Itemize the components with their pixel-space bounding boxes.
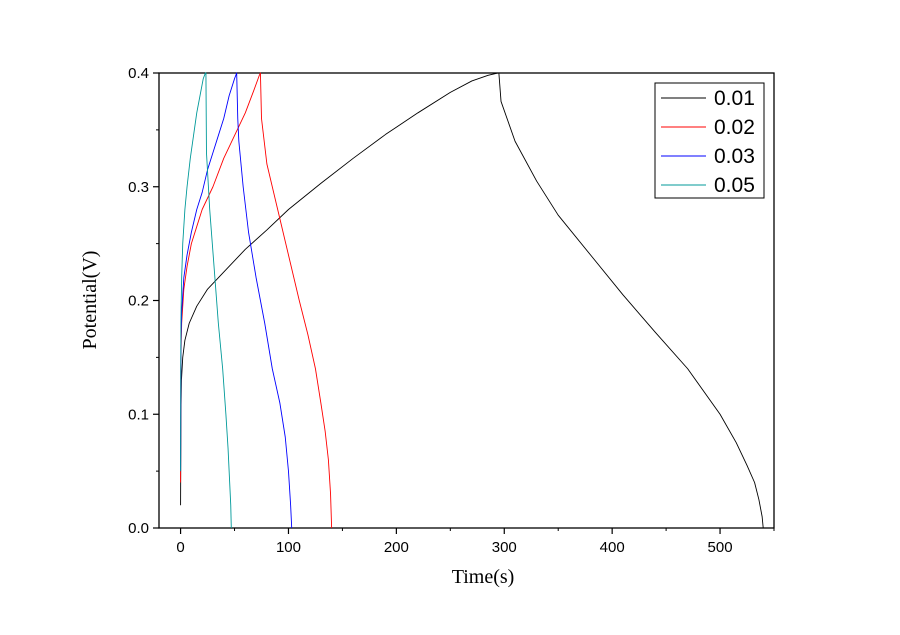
y-tick-label: 0.1 bbox=[128, 406, 149, 423]
x-tick-label: 300 bbox=[492, 539, 517, 556]
legend-label: 0.02 bbox=[714, 116, 755, 139]
y-tick-label: 0.3 bbox=[128, 179, 149, 196]
legend: 0.01 0.02 0.03 0.05 bbox=[654, 82, 765, 199]
series-line-0-01 bbox=[180, 72, 764, 529]
x-tick-label: 0 bbox=[176, 539, 184, 556]
series-line-0-05 bbox=[180, 72, 232, 529]
y-axis-ticks: 0.0 0.1 0.2 0.3 0.4 bbox=[128, 65, 159, 537]
legend-label: 0.03 bbox=[714, 145, 755, 168]
x-tick-label: 500 bbox=[708, 539, 733, 556]
series-line-0-02 bbox=[180, 72, 333, 529]
y-tick-label: 0.2 bbox=[128, 293, 149, 310]
series-line-0-03 bbox=[180, 72, 293, 529]
x-tick-label: 200 bbox=[384, 539, 409, 556]
y-tick-label: 0.0 bbox=[128, 520, 149, 537]
legend-label: 0.01 bbox=[714, 87, 755, 110]
y-tick-label: 0.4 bbox=[128, 65, 149, 82]
y-axis-title: Potential(V) bbox=[79, 251, 101, 350]
legend-label: 0.05 bbox=[714, 174, 755, 197]
legend-box bbox=[654, 82, 765, 199]
x-tick-label: 400 bbox=[600, 539, 625, 556]
series-lines bbox=[180, 72, 764, 529]
x-tick-label: 100 bbox=[276, 539, 301, 556]
x-axis-title: Time(s) bbox=[452, 566, 515, 588]
x-axis-ticks: 0 100 200 300 400 500 bbox=[176, 528, 775, 556]
